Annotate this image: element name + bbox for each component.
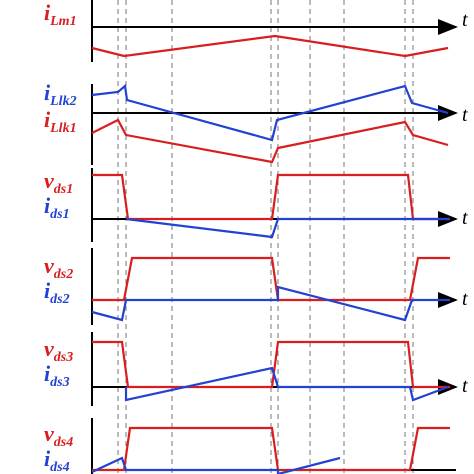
signal-label: ids3 [44, 361, 70, 390]
time-axis-labels: t t t t t [462, 9, 468, 397]
signal-label: vds3 [44, 336, 73, 365]
signal-label: iLm1 [44, 0, 77, 29]
signal-label: iLlk2 [44, 80, 77, 109]
signal-label: vds2 [44, 253, 73, 282]
signal-label: vds1 [44, 168, 73, 197]
time-label: t [462, 288, 468, 310]
signal-labels: iLm1 iLlk2 iLlk1 vds1 ids1 vds2 ids2 vds… [44, 0, 77, 474]
signal-label: vds4 [44, 421, 73, 450]
time-label: t [462, 9, 468, 31]
time-label: t [462, 207, 468, 229]
time-label: t [462, 375, 468, 397]
signal-label: ids4 [44, 446, 70, 474]
signal-label: ids2 [44, 278, 70, 307]
axes [91, 0, 458, 474]
signal-label: ids1 [44, 193, 70, 222]
time-label: t [462, 104, 468, 126]
waveforms [91, 34, 450, 474]
signal-label: iLlk1 [44, 107, 77, 136]
